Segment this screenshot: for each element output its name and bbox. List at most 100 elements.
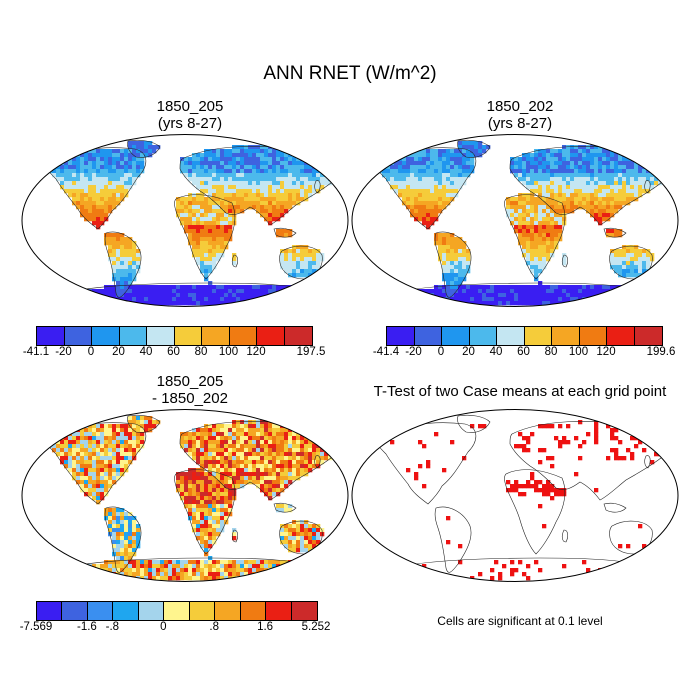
map-field-layer (44, 141, 337, 306)
colorbar-tick-label: -1.6 (76, 621, 97, 633)
map-field-layer (386, 420, 667, 581)
colorbar-swatch (64, 327, 92, 345)
colorbar-tick-label: -41.4 (372, 346, 400, 358)
colorbar-swatch (164, 602, 190, 620)
colorbar-swatch (469, 327, 497, 345)
panel2-title: 1850_202 (yrs 8-27) (350, 98, 690, 132)
map-frame (21, 134, 349, 307)
coastline-africa (174, 469, 236, 555)
coastline-seAsia (603, 502, 627, 513)
colorbar-tick-label: .8 (209, 621, 219, 633)
colorbar-swatch (442, 327, 470, 345)
colorbar-1850-202 (386, 326, 663, 346)
colorbar-swatch (524, 327, 552, 345)
colorbar-1850-205 (36, 326, 313, 346)
colorbar-tick-label: 60 (167, 346, 180, 358)
coastline-northAmerica (374, 422, 477, 505)
coastline-australia (609, 520, 653, 555)
colorbar-tick-label: 197.5 (296, 346, 326, 358)
colorbar-difference (36, 601, 318, 621)
colorbar-tick-label: -41.1 (22, 346, 50, 358)
coastline-japan (314, 180, 321, 194)
coastline-japan (644, 180, 651, 194)
colorbar-tick-label: 5.252 (301, 621, 331, 633)
colorbar-tick-label: 199.6 (646, 346, 676, 358)
coastline-southAmerica (104, 231, 142, 298)
map-field-layer (44, 416, 337, 581)
coastline-northAmerica (44, 422, 147, 505)
colorbar-swatch (62, 602, 88, 620)
map-frame (351, 409, 679, 582)
colorbar-tick-label: 60 (517, 346, 530, 358)
colorbar-swatch (189, 602, 216, 620)
colorbar-swatch (240, 602, 267, 620)
map-field-layer (374, 141, 667, 306)
coastline-seAsia (273, 502, 297, 513)
coastline-japan (644, 455, 651, 469)
panel1-title-line2: (yrs 8-27) (157, 115, 223, 132)
panel4-title-line1: T-Test of two Case means at each grid po… (373, 383, 667, 400)
colorbar-swatch (387, 327, 415, 345)
colorbar-tick-label: 0 (160, 621, 167, 633)
panel4-title: T-Test of two Case means at each grid po… (350, 383, 690, 400)
coastline-africa (174, 194, 236, 280)
panel3-title-line1: 1850_205 (156, 373, 224, 390)
colorbar-tick-label: 1.6 (257, 621, 274, 633)
colorbar-swatch (414, 327, 442, 345)
colorbar-swatch (113, 602, 139, 620)
colorbar-swatch (497, 327, 525, 345)
colorbar-tick-label: 40 (139, 346, 153, 358)
coastline-africa (504, 469, 566, 555)
colorbar-tick-label: 0 (87, 346, 95, 358)
coastline-japan (314, 455, 321, 469)
coastline-southAmerica (434, 231, 472, 298)
colorbar-swatch (291, 602, 317, 620)
main-title: ANN RNET (W/m^2) (263, 63, 437, 84)
coastline-greenland (127, 139, 161, 158)
colorbar-tick-label: 40 (489, 346, 503, 358)
map-panel-ttest (351, 409, 679, 582)
panel3-title: 1850_205 - 1850_202 (20, 373, 360, 407)
significance-note: Cells are significant at 0.1 level (437, 614, 603, 628)
coastline-madagascar (561, 529, 569, 543)
coastline-greenland (457, 414, 491, 433)
colorbar-tick-label: -20 (405, 346, 422, 358)
colorbar-swatch (37, 327, 65, 345)
coastline-africa (504, 194, 566, 280)
coastline-northAmerica (374, 147, 477, 230)
colorbar-swatch (138, 602, 165, 620)
colorbar-swatch (634, 327, 662, 345)
colorbar-swatch (552, 327, 580, 345)
colorbar-1850-205-labels: -41.1 -20 0 20 40 60 80 100 120 197.5 (23, 346, 326, 362)
colorbar-tick-label: 120 (596, 346, 616, 358)
colorbar-swatch (579, 327, 607, 345)
colorbar-swatch (607, 327, 635, 345)
map-frame (21, 409, 349, 582)
colorbar-swatch (37, 602, 63, 620)
coastline-northAmerica (44, 147, 147, 230)
colorbar-tick-label: 20 (462, 346, 475, 358)
coastline-madagascar (561, 254, 569, 268)
colorbar-tick-label: 100 (218, 346, 239, 358)
colorbar-swatch (266, 602, 292, 620)
panel3-title-line2: - 1850_202 (152, 390, 228, 407)
coastline-greenland (127, 414, 161, 433)
colorbar-tick-label: 100 (568, 346, 589, 358)
colorbar-swatch (257, 327, 285, 345)
panel2-title-line2: (yrs 8-27) (487, 115, 553, 132)
panel2-title-line1: 1850_202 (486, 98, 554, 115)
colorbar-tick-label: -20 (55, 346, 72, 358)
colorbar-difference-labels: -7.569 -1.6 -.8 0 .8 1.6 5.252 (20, 621, 331, 637)
coastline-southAmerica (434, 506, 472, 573)
colorbar-tick-label: 120 (246, 346, 266, 358)
colorbar-swatch (147, 327, 175, 345)
coastline-seAsia (603, 227, 627, 238)
coastline-madagascar (231, 529, 239, 543)
colorbar-swatch (215, 602, 241, 620)
colorbar-1850-202-labels: -41.4 -20 0 20 40 60 80 100 120 199.6 (373, 346, 676, 362)
coastline-greenland (457, 139, 491, 158)
coastline-seAsia (273, 227, 297, 238)
map-panel-difference (21, 409, 349, 582)
coastline-madagascar (231, 254, 239, 268)
map-frame (351, 134, 679, 307)
